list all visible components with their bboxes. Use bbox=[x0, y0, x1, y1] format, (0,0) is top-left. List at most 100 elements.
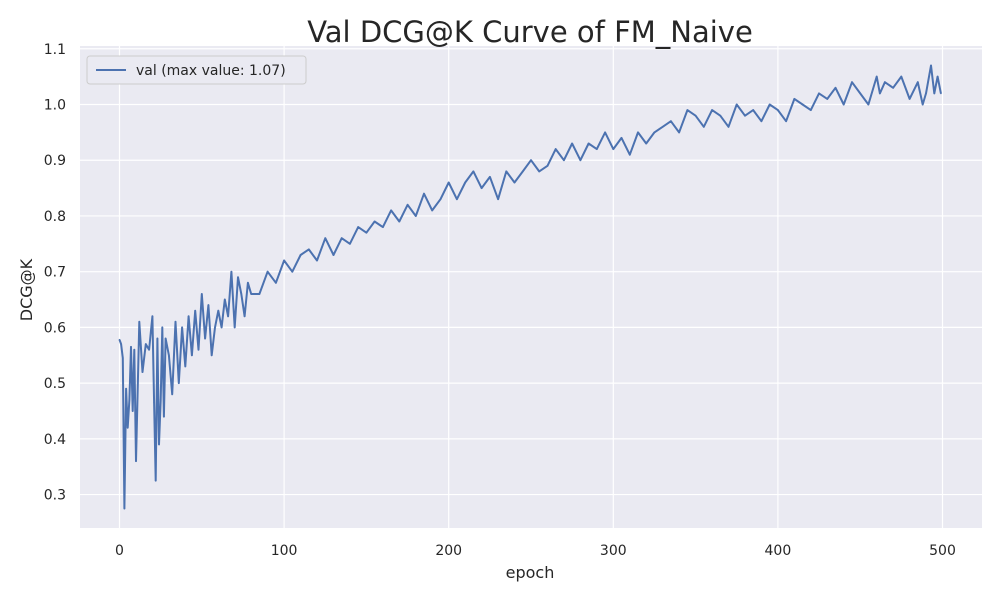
data-point bbox=[711, 109, 713, 111]
grid bbox=[80, 46, 982, 528]
y-tick-label: 0.6 bbox=[44, 320, 66, 336]
data-point bbox=[126, 426, 129, 429]
plot-area bbox=[80, 46, 982, 528]
data-point bbox=[158, 443, 160, 446]
data-point bbox=[214, 326, 216, 329]
data-point bbox=[349, 243, 351, 245]
data-point bbox=[752, 109, 754, 111]
data-point bbox=[233, 326, 236, 329]
data-point bbox=[120, 343, 122, 345]
data-point bbox=[522, 170, 524, 173]
data-point bbox=[210, 354, 213, 357]
data-point bbox=[940, 92, 942, 95]
data-point bbox=[530, 159, 532, 161]
legend-label: val (max value: 1.07) bbox=[136, 63, 286, 79]
data-point bbox=[637, 131, 639, 134]
x-tick-label: 400 bbox=[765, 543, 792, 559]
data-point bbox=[131, 410, 134, 412]
data-point bbox=[431, 209, 434, 212]
data-point bbox=[661, 126, 664, 128]
data-point bbox=[793, 98, 796, 100]
data-point bbox=[917, 81, 919, 83]
data-point bbox=[579, 159, 582, 161]
data-point bbox=[291, 270, 294, 273]
data-point bbox=[191, 354, 193, 357]
data-point bbox=[464, 181, 467, 184]
data-point bbox=[237, 276, 239, 279]
data-point bbox=[563, 159, 565, 161]
data-point bbox=[801, 103, 804, 106]
data-point bbox=[629, 153, 631, 156]
data-point bbox=[604, 131, 606, 134]
data-point bbox=[332, 254, 335, 256]
data-point bbox=[587, 142, 590, 145]
data-point bbox=[936, 75, 939, 78]
data-point bbox=[892, 87, 894, 89]
data-point bbox=[456, 198, 458, 200]
data-point bbox=[217, 309, 220, 312]
series-points bbox=[118, 64, 942, 510]
data-point bbox=[258, 293, 261, 295]
data-point bbox=[908, 98, 911, 100]
data-point bbox=[159, 399, 162, 401]
data-point bbox=[884, 81, 886, 83]
data-point bbox=[357, 226, 360, 228]
data-point bbox=[161, 326, 164, 329]
data-point bbox=[612, 148, 615, 150]
data-point bbox=[826, 98, 829, 100]
y-tick-label: 0.9 bbox=[44, 153, 66, 169]
x-axis-label: epoch bbox=[506, 563, 555, 582]
data-point bbox=[156, 337, 159, 340]
x-tick-label: 500 bbox=[929, 543, 956, 559]
data-point bbox=[554, 148, 557, 150]
data-point bbox=[240, 293, 243, 295]
data-point bbox=[227, 315, 229, 318]
data-point bbox=[373, 220, 376, 223]
data-point bbox=[197, 348, 200, 351]
data-point bbox=[145, 343, 147, 345]
data-point bbox=[423, 192, 425, 195]
data-point bbox=[171, 393, 173, 396]
data-point bbox=[727, 126, 730, 128]
data-point bbox=[744, 114, 746, 117]
data-point bbox=[653, 131, 656, 134]
data-point bbox=[686, 109, 689, 111]
data-point bbox=[178, 382, 180, 384]
x-tick-label: 200 bbox=[435, 543, 462, 559]
data-point bbox=[879, 92, 881, 95]
data-point bbox=[316, 259, 318, 262]
data-point bbox=[133, 348, 136, 351]
data-point bbox=[439, 198, 442, 200]
data-point bbox=[201, 293, 203, 295]
data-point bbox=[184, 365, 187, 368]
legend-box bbox=[86, 55, 307, 85]
data-point bbox=[163, 415, 165, 418]
chart-title: Val DCG@K Curve of FM_Naive bbox=[307, 15, 753, 49]
data-point bbox=[365, 231, 368, 234]
data-point bbox=[875, 75, 878, 78]
data-point bbox=[777, 109, 779, 111]
y-axis-label: DCG@K bbox=[17, 258, 36, 321]
data-point bbox=[921, 103, 924, 106]
y-axis-ticks: 0.3 0.4 0.5 0.6 0.7 0.8 0.9 1.0 1.1 bbox=[44, 42, 66, 504]
data-point bbox=[154, 479, 157, 482]
data-point bbox=[382, 226, 384, 228]
data-point bbox=[174, 321, 177, 323]
data-point bbox=[308, 248, 310, 251]
data-point bbox=[123, 507, 126, 510]
data-point bbox=[930, 64, 932, 67]
data-point bbox=[933, 92, 936, 95]
data-point bbox=[122, 357, 124, 359]
data-point bbox=[406, 204, 409, 206]
x-tick-label: 100 bbox=[271, 543, 298, 559]
data-point bbox=[694, 114, 697, 117]
data-point bbox=[181, 326, 183, 329]
y-tick-label: 0.8 bbox=[44, 209, 66, 225]
data-point bbox=[851, 81, 853, 83]
y-tick-label: 1.1 bbox=[44, 42, 66, 58]
x-tick-label: 0 bbox=[115, 543, 124, 559]
data-point bbox=[138, 321, 141, 323]
series-line-val bbox=[118, 64, 942, 510]
data-point bbox=[247, 282, 249, 284]
